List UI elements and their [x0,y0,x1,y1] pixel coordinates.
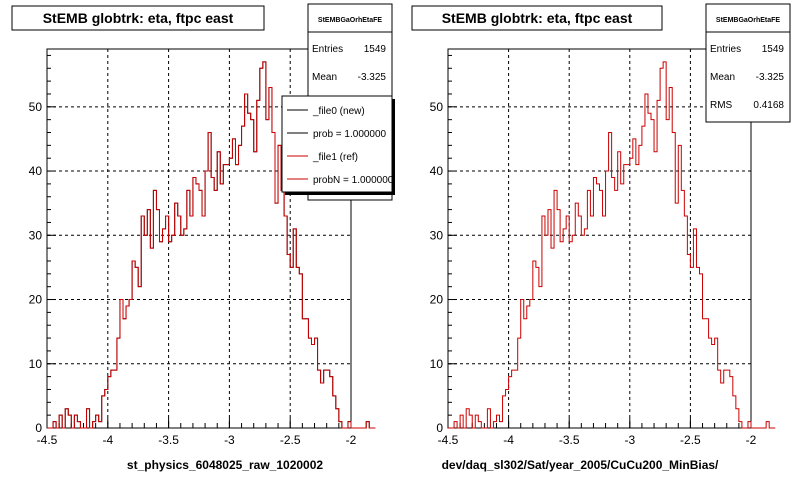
y-tick-label: 0 [436,421,443,435]
y-tick-label: 10 [29,357,43,371]
stats-label: Entries [710,44,741,55]
y-tick-label: 50 [430,100,444,114]
legend-label: _file1 (ref) [312,152,358,163]
stats-name: StEMBGaOrhEtaFE [716,17,781,24]
y-tick-label: 40 [430,164,444,178]
histogram-series-2 [47,61,376,429]
y-tick-label: 20 [430,293,444,307]
y-tick-label: 40 [29,164,43,178]
y-tick-label: 10 [430,357,444,371]
plot-frame [447,48,752,429]
histogram-series-1 [448,61,776,429]
chart-panel-1: -4.5 -4 -3.5 -3 -2.5 -2 0 10 20 30 40 50 StEMB globt… [11,3,395,472]
y-tick-label: 20 [29,293,43,307]
stats-label: RMS [710,100,733,111]
legend-label: _file0 (new) [312,106,365,117]
x-tick-label: -2.5 [280,433,301,447]
x-tick-label: -4 [503,433,514,447]
stats-value: 1549 [364,44,387,55]
x-tick-label: -3 [224,433,235,447]
x-tick-label: -4.5 [438,433,459,447]
y-tick-label: 50 [29,100,43,114]
y-tick-label: 30 [29,228,43,242]
legend-label: prob = 1.000000 [313,129,387,140]
x-tick-label: -2 [346,433,357,447]
stats-label: Entries [312,44,343,55]
stats-name: StEMBGaOrhEtaFE [318,17,383,24]
x-tick-label: -4 [102,433,113,447]
x-tick-label: -2.5 [680,433,701,447]
x-axis-label: st_physics_6048025_raw_1020002 [127,458,323,472]
stats-box [705,3,791,123]
x-axis-label: dev/daq_sl302/Sat/year_2005/CuCu200_MinB… [442,458,719,472]
title-box [411,5,663,31]
x-tick-label: -3.5 [158,433,179,447]
stats-label: Mean [312,72,337,83]
legend-box [281,95,393,193]
stats-value: 1549 [762,44,785,55]
y-tick-label: 0 [35,421,42,435]
chart-title: StEMB globtrk: eta, ftpc east [43,10,234,26]
x-tick-label: -4.5 [37,433,58,447]
chart-panel-2: -4.5 -4 -3.5 -3 -2.5 -2 0 10 20 30 40 50 StEMB globt… [411,3,791,472]
stats-value: 0.4168 [753,100,784,111]
legend-label: probN = 1.000000 [313,175,394,186]
title-box [11,5,265,31]
stats-value: -3.325 [358,72,387,83]
x-tick-label: -3 [624,433,635,447]
x-tick-label: -2 [746,433,757,447]
stats-label: Mean [710,72,735,83]
stats-value: -3.325 [756,72,785,83]
x-tick-label: -3.5 [559,433,580,447]
y-tick-label: 30 [430,228,444,242]
chart-title: StEMB globtrk: eta, ftpc east [442,10,633,26]
